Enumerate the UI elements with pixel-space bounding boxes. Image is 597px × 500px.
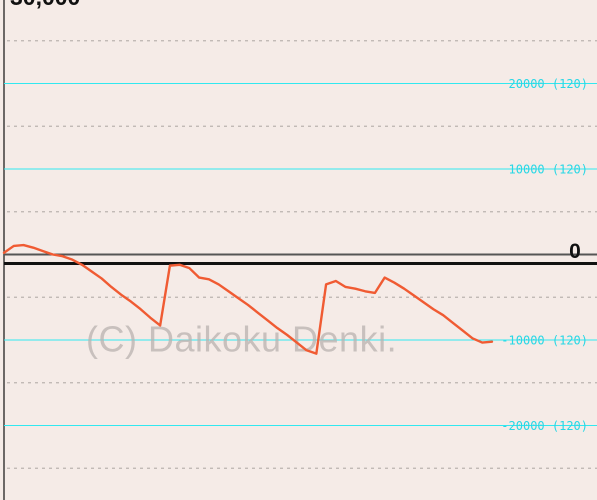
data-point xyxy=(491,340,493,343)
data-point xyxy=(413,294,415,297)
zero-reference-label: 0 xyxy=(569,240,581,263)
data-point xyxy=(22,244,25,246)
data-point xyxy=(71,258,74,261)
data-point xyxy=(481,341,484,344)
data-point xyxy=(344,286,347,288)
data-point xyxy=(188,267,191,269)
data-point xyxy=(32,246,35,249)
data-point xyxy=(81,263,83,266)
data-point xyxy=(227,290,230,293)
data-point xyxy=(208,278,210,281)
data-point xyxy=(432,308,435,311)
reference-lines xyxy=(4,82,597,427)
data-point xyxy=(315,352,318,355)
data-point xyxy=(159,324,161,327)
data-point xyxy=(374,292,376,294)
watermark-text: (C) Daikoku Denki. xyxy=(86,319,397,360)
data-point xyxy=(100,277,103,280)
series-layer xyxy=(2,243,494,355)
data-point xyxy=(393,281,396,284)
data-point xyxy=(139,308,142,311)
data-point xyxy=(61,255,64,258)
data-point xyxy=(256,311,259,314)
data-point xyxy=(305,349,308,352)
data-point xyxy=(120,293,122,296)
data-point xyxy=(286,334,288,336)
reference-label: 20000 (120) xyxy=(509,77,588,91)
reference-label: -10000 (120) xyxy=(501,334,588,348)
data-point xyxy=(110,286,113,288)
data-point xyxy=(52,253,54,256)
data-point xyxy=(3,251,5,254)
axis-label-layer: 20000 (120) 10000 (120) 0 -10000 (120) -2000… xyxy=(10,0,588,433)
data-point xyxy=(452,322,454,324)
data-point xyxy=(335,280,337,282)
data-point xyxy=(403,287,405,290)
data-point xyxy=(42,250,44,252)
reference-label: -20000 (120) xyxy=(501,419,588,433)
data-point xyxy=(422,301,425,304)
data-point xyxy=(198,276,200,279)
data-point xyxy=(237,297,240,299)
data-point xyxy=(247,304,249,306)
data-point xyxy=(383,276,386,279)
data-point xyxy=(471,337,474,340)
data-point xyxy=(461,329,464,332)
data-point xyxy=(296,341,298,344)
data-point xyxy=(354,287,357,290)
data-point xyxy=(442,314,445,317)
data-point xyxy=(276,327,279,329)
data-point xyxy=(266,319,269,322)
data-point xyxy=(178,263,181,266)
data-point xyxy=(325,283,327,286)
data-point xyxy=(91,270,93,273)
data-point xyxy=(12,245,15,247)
data-point xyxy=(130,300,132,303)
data-point xyxy=(169,264,171,267)
data-point xyxy=(364,290,366,293)
y-tick-label: 30,000 xyxy=(10,0,80,10)
data-point xyxy=(149,316,152,319)
reference-label: 10000 (120) xyxy=(509,163,588,177)
data-point xyxy=(217,283,220,286)
